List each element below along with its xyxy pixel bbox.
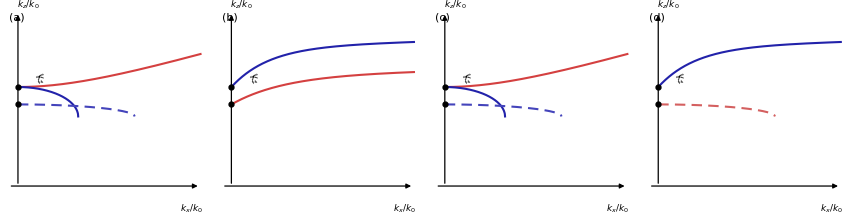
Text: $k_z$: $k_z$: [458, 70, 475, 88]
Text: (a): (a): [9, 12, 24, 22]
Text: $k_x / k_0$: $k_x / k_0$: [180, 202, 203, 215]
Text: $k_z / k_0$: $k_z / k_0$: [17, 0, 39, 11]
Text: $k_x / k_0$: $k_x / k_0$: [393, 202, 416, 215]
Text: $k_z / k_0$: $k_z / k_0$: [657, 0, 680, 11]
Text: (b): (b): [222, 12, 238, 22]
Text: $k_x / k_0$: $k_x / k_0$: [606, 202, 629, 215]
Text: $k_z$: $k_z$: [671, 70, 689, 88]
Text: $k_z / k_0$: $k_z / k_0$: [444, 0, 467, 11]
Text: $k_x / k_0$: $k_x / k_0$: [820, 202, 843, 215]
Text: $k_z$: $k_z$: [31, 70, 49, 88]
Text: $k_z$: $k_z$: [245, 70, 262, 88]
Text: (d): (d): [649, 12, 664, 22]
Text: (c): (c): [435, 12, 451, 22]
Text: $k_z / k_0$: $k_z / k_0$: [231, 0, 253, 11]
